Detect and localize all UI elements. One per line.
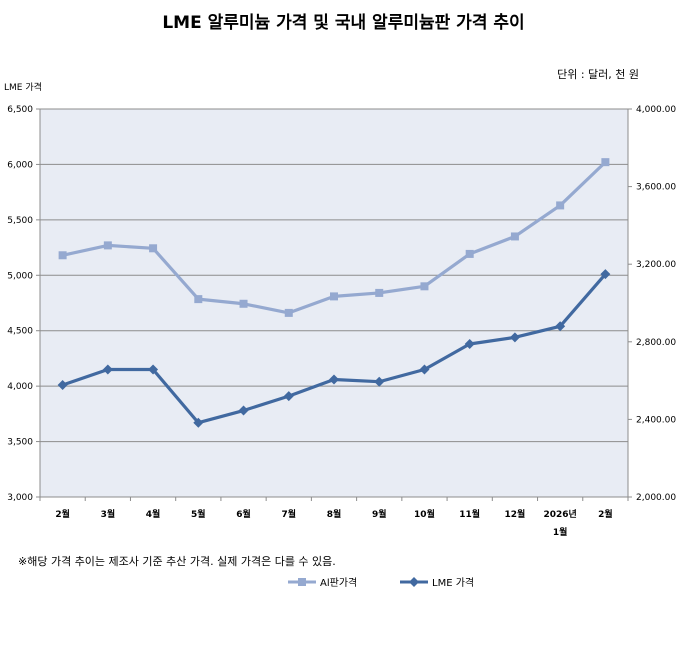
series-2-point bbox=[238, 405, 249, 416]
series-2-point bbox=[509, 332, 520, 343]
left-axis-tick-label: 4,500 bbox=[7, 327, 33, 337]
x-axis-tick-label: 3월 bbox=[101, 508, 116, 520]
series-2-point bbox=[329, 374, 339, 385]
legend-marker bbox=[409, 577, 419, 587]
left-axis-tick-label: 6,000 bbox=[7, 160, 33, 170]
series-2-point bbox=[283, 391, 294, 402]
series-1-point bbox=[330, 292, 338, 301]
series-1-point bbox=[103, 241, 112, 250]
right-axis-tick-label: 4,000.00 bbox=[636, 105, 676, 115]
series-2-point bbox=[600, 269, 611, 280]
x-axis-tick-label: 11월 bbox=[459, 508, 480, 520]
series-1-point bbox=[510, 232, 519, 241]
series-2-point bbox=[193, 417, 204, 428]
series-1-point bbox=[58, 251, 67, 260]
chart-title: LME 알루미늄 가격 및 국내 알루미늄판 가격 추이 bbox=[162, 13, 525, 33]
series-2-point bbox=[57, 380, 68, 391]
x-axis-tick-label: 2월 bbox=[598, 508, 613, 520]
plot-area bbox=[40, 109, 628, 497]
series-1-point bbox=[556, 201, 565, 210]
left-axis-tick-label: 6,500 bbox=[7, 105, 33, 115]
x-axis-tick-label: 12월 bbox=[505, 508, 526, 520]
left-axis-tick-label: 3,000 bbox=[7, 493, 33, 503]
series-2-point bbox=[374, 376, 385, 387]
x-axis-tick-label: 4월 bbox=[146, 508, 161, 520]
series-1-point bbox=[239, 299, 248, 308]
left-axis-tick-label: 5,500 bbox=[7, 216, 33, 226]
legend-label: LME 가격 bbox=[432, 576, 474, 589]
x-axis-tick-label: 5월 bbox=[191, 508, 206, 520]
series-1-point bbox=[601, 158, 610, 167]
series-1-point bbox=[149, 244, 158, 253]
series-1-point bbox=[465, 249, 474, 258]
x-axis-tick-label: 6월 bbox=[236, 508, 251, 520]
series-2-point bbox=[148, 364, 159, 375]
right-axis-tick-label: 2,400.00 bbox=[636, 415, 676, 425]
series-1-point bbox=[420, 282, 429, 291]
x-axis-tick-label: 2026년 1월 bbox=[543, 508, 576, 538]
x-axis-tick-label: 9월 bbox=[372, 508, 387, 520]
series-1-point bbox=[284, 308, 293, 317]
legend-marker bbox=[298, 578, 306, 586]
series-2-point bbox=[555, 321, 566, 332]
right-axis-tick-label: 2,800.00 bbox=[636, 338, 676, 348]
footnote: ※해당 가격 추이는 제조사 기준 추산 가격. 실제 가격은 다를 수 있음. bbox=[18, 555, 336, 568]
left-axis-title: LME 가격 bbox=[4, 83, 42, 93]
x-axis-tick-label: 8월 bbox=[327, 508, 342, 520]
right-axis-tick-label: 3,600.00 bbox=[636, 183, 676, 193]
x-axis-tick-label: 2월 bbox=[55, 508, 70, 520]
series-2-point bbox=[464, 339, 475, 350]
series-2-point bbox=[419, 364, 430, 375]
series-2-point bbox=[102, 364, 113, 375]
right-axis-tick-label: 3,200.00 bbox=[636, 260, 676, 270]
legend-label: Al판가격 bbox=[320, 576, 357, 589]
x-axis-tick-label: 10월 bbox=[414, 508, 435, 520]
right-axis-tick-label: 2,000.00 bbox=[636, 493, 676, 503]
left-axis-tick-label: 4,000 bbox=[7, 382, 33, 392]
x-axis-tick-label: 7월 bbox=[281, 508, 296, 520]
series-1-point bbox=[375, 288, 384, 297]
left-axis-tick-label: 3,500 bbox=[7, 438, 33, 448]
unit-label: 단위 : 달러, 천 원 bbox=[557, 68, 639, 81]
left-axis-tick-label: 5,000 bbox=[7, 271, 33, 281]
series-1-point bbox=[194, 295, 203, 304]
